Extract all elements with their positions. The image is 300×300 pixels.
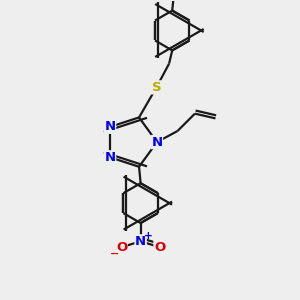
Text: O: O xyxy=(116,241,127,254)
Text: N: N xyxy=(135,235,146,248)
Text: −: − xyxy=(110,248,119,258)
Text: N: N xyxy=(104,151,116,164)
Text: N: N xyxy=(104,120,116,134)
Text: O: O xyxy=(154,241,165,254)
Text: N: N xyxy=(152,136,163,148)
Text: S: S xyxy=(152,81,161,94)
Text: +: + xyxy=(144,231,153,241)
